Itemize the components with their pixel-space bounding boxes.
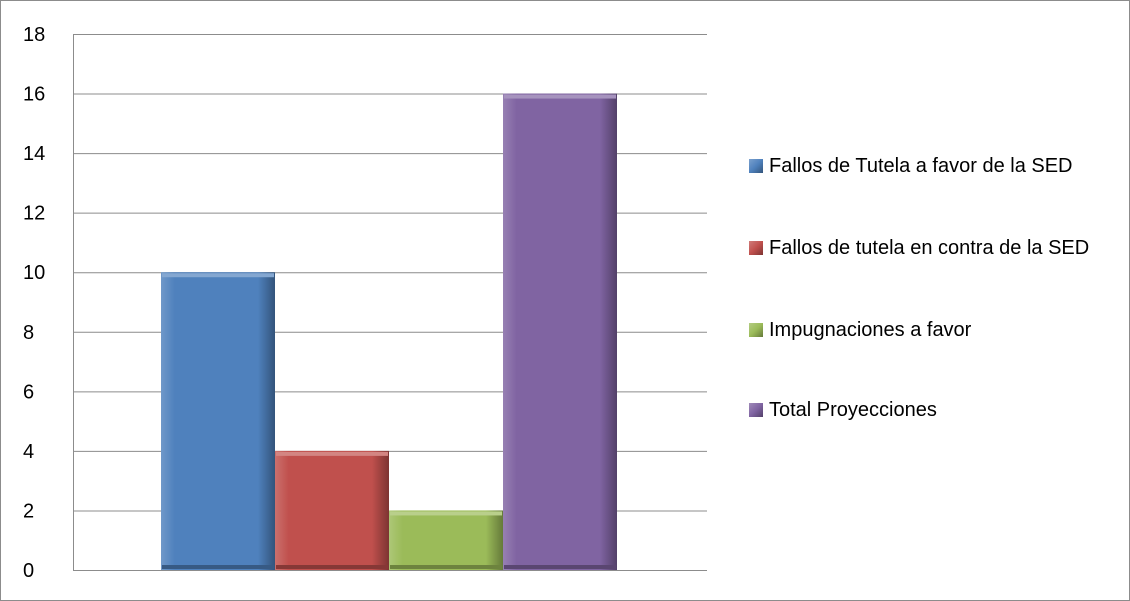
bar-bottom-shade — [504, 565, 616, 569]
y-tick-label: 6 — [23, 381, 34, 403]
legend-swatch — [749, 159, 763, 173]
y-tick-label: 14 — [23, 143, 45, 165]
bar — [389, 510, 503, 570]
legend-label: Fallos de Tutela a favor de la SED — [769, 155, 1073, 177]
y-tick-label: 8 — [23, 322, 34, 344]
y-tick-label: 4 — [23, 441, 34, 463]
legend-swatch — [749, 403, 763, 417]
bar-top-highlight — [276, 451, 388, 456]
bar-group — [161, 272, 275, 570]
y-tick-label: 0 — [23, 560, 34, 582]
legend-swatch — [749, 323, 763, 337]
bar-group — [389, 510, 503, 570]
bar-top-highlight — [390, 511, 502, 516]
bar-top-highlight — [504, 94, 616, 99]
y-tick-label: 10 — [23, 262, 45, 284]
bar — [275, 450, 389, 570]
legend-label: Fallos de tutela en contra de la SED — [769, 237, 1090, 259]
bar-bottom-shade — [162, 565, 274, 569]
legend-swatch — [749, 241, 763, 255]
y-tick-label: 16 — [23, 84, 45, 106]
bar — [161, 272, 275, 570]
legend-label: Impugnaciones a favor — [769, 319, 972, 341]
legend-label: Total Proyecciones — [769, 399, 937, 421]
bar-bottom-shade — [390, 565, 502, 569]
bar — [503, 93, 617, 571]
bars — [161, 93, 617, 571]
bar-group — [275, 450, 389, 570]
bar-bottom-shade — [276, 565, 388, 569]
y-tick-label: 12 — [23, 203, 45, 225]
y-axis: 0 2 4 6 8 10 12 14 16 18 — [23, 24, 74, 582]
y-tick-label: 18 — [23, 24, 45, 46]
bar-group — [503, 93, 617, 571]
bar-top-highlight — [162, 273, 274, 278]
y-tick-label: 2 — [23, 500, 34, 522]
